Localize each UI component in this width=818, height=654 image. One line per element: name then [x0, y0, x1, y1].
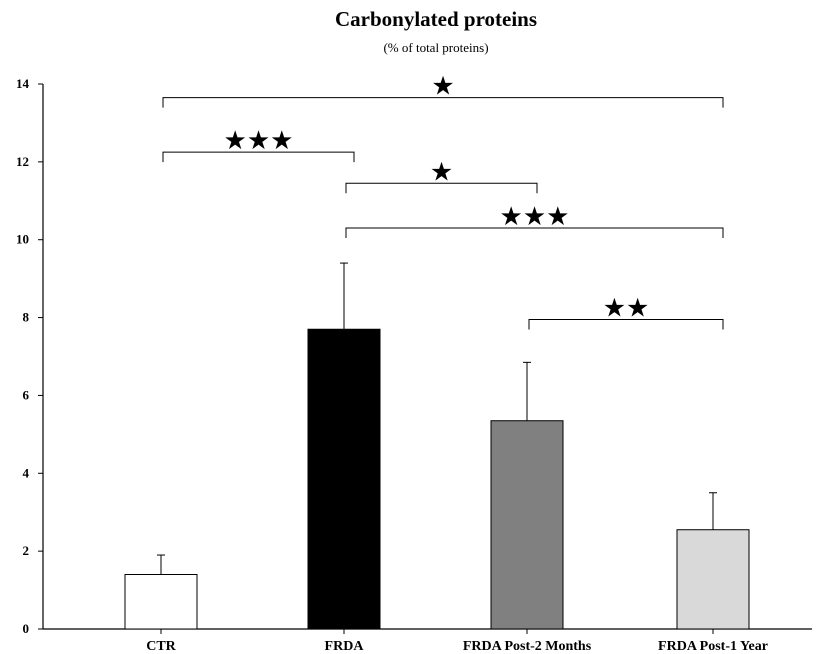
significance-bracket	[528, 319, 724, 330]
significance-stars: ★	[430, 157, 453, 187]
bar-ctr	[124, 574, 198, 630]
y-tick-label: 6	[23, 387, 30, 402]
y-tick-label: 10	[16, 232, 29, 247]
significance-bracket	[345, 227, 724, 239]
significance-stars: ★	[431, 72, 454, 102]
y-tick-label: 12	[16, 154, 29, 169]
bar-frda-post-2-months	[490, 420, 564, 630]
y-tick-label: 4	[23, 465, 30, 480]
significance-bracket	[162, 151, 355, 163]
x-category-label: FRDA	[325, 639, 365, 654]
chart-title: Carbonylated proteins	[335, 7, 537, 31]
bar-frda	[307, 328, 381, 630]
x-category-label: FRDA Post-2 Months	[463, 639, 592, 654]
y-tick-label: 0	[23, 621, 30, 636]
x-axis-labels: CTR FRDA FRDA Post-2 Months FRDA Post-1 Yea…	[146, 639, 768, 654]
significance-stars: ★★	[603, 294, 650, 324]
significance-stars: ★★★	[224, 126, 294, 156]
significance-stars: ★★★	[500, 202, 570, 232]
x-category-label: FRDA Post-1 Year	[658, 639, 768, 654]
y-tick-label: 2	[23, 543, 30, 558]
error-bars	[157, 262, 717, 575]
y-tick-label: 8	[23, 310, 30, 325]
significance-bracket	[345, 182, 538, 194]
x-category-label: CTR	[146, 639, 176, 654]
significance-brackets: ★★★★★★★★★★	[162, 72, 724, 330]
chart-subtitle: (% of total proteins)	[383, 40, 488, 55]
bars	[124, 328, 750, 630]
bar-frda-post-1-year	[676, 529, 750, 630]
y-tick-label: 14	[16, 76, 30, 91]
significance-bracket	[162, 97, 724, 108]
